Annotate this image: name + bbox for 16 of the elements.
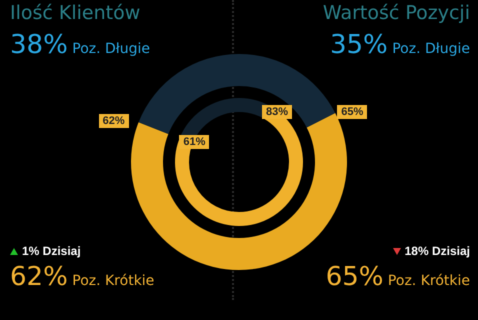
text: 62%	[102, 115, 125, 128]
chart-title: Wartość Pozycji	[322, 2, 470, 24]
text: 18% Dzisiaj	[404, 244, 470, 258]
chart-title: Ilość Klientów	[10, 2, 140, 24]
text: 65%	[341, 106, 364, 118]
slice-label: Poz. Długie	[71, 41, 150, 57]
text: 1% Dzisiaj	[22, 244, 81, 258]
data-label: 38%	[10, 30, 68, 60]
data-label: 62%	[10, 262, 68, 292]
slice-label: Poz. Długie	[391, 41, 470, 57]
data-label: 35%	[330, 30, 388, 60]
slice-label: Poz. Krótkie	[71, 273, 154, 289]
data-label: 83%	[262, 104, 292, 119]
data-label: 61%	[179, 134, 210, 149]
slice-label: Poz. Krótkie	[386, 273, 470, 289]
data-label: 65%	[326, 262, 384, 292]
